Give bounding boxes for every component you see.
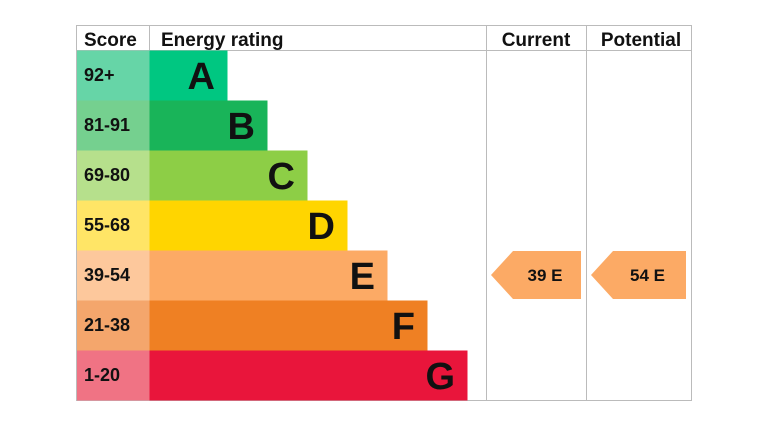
rating-bar bbox=[149, 350, 468, 401]
score-cell bbox=[77, 200, 150, 251]
rating-letter: D bbox=[308, 206, 335, 248]
score-cell bbox=[77, 50, 150, 101]
rating-bands: 92+ A 81-91 B 69-80 C 55-68 D 39-54 E 21-38 F 1-20 G bbox=[77, 50, 468, 401]
potential-rating: 54 E bbox=[591, 251, 686, 299]
score-label: 1-20 bbox=[84, 365, 120, 385]
band-e: 39-54 E bbox=[77, 250, 388, 301]
rating-bar bbox=[149, 50, 228, 101]
score-label: 92+ bbox=[84, 65, 115, 85]
potential-rating-arrow bbox=[591, 251, 686, 299]
score-cell bbox=[77, 300, 150, 351]
rating-letter: C bbox=[268, 156, 295, 198]
band-a: 92+ A bbox=[77, 50, 228, 101]
band-d: 55-68 D bbox=[77, 200, 348, 251]
band-f: 21-38 F bbox=[77, 300, 428, 351]
header-current: Current bbox=[502, 30, 571, 51]
band-b: 81-91 B bbox=[77, 100, 268, 151]
rating-letter: G bbox=[425, 356, 455, 398]
rating-letter: B bbox=[228, 106, 255, 148]
score-label: 39-54 bbox=[84, 265, 130, 285]
current-rating-label: 39 E bbox=[528, 266, 563, 285]
potential-rating-label: 54 E bbox=[630, 266, 665, 285]
current-rating: 39 E bbox=[491, 251, 581, 299]
rating-bar bbox=[149, 300, 428, 351]
score-label: 55-68 bbox=[84, 215, 130, 235]
rating-letter: A bbox=[188, 56, 215, 98]
header-score: Score bbox=[84, 30, 137, 51]
band-g: 1-20 G bbox=[77, 350, 468, 401]
current-rating-arrow bbox=[491, 251, 581, 299]
rating-bar bbox=[149, 100, 268, 151]
score-cell bbox=[77, 250, 150, 301]
score-cell bbox=[77, 100, 150, 151]
rating-markers: 39 E 54 E bbox=[491, 251, 686, 299]
rating-bar bbox=[149, 150, 308, 201]
rating-bar bbox=[149, 250, 388, 301]
score-cell bbox=[77, 150, 150, 201]
rating-letter: F bbox=[392, 306, 415, 348]
rating-bar bbox=[149, 200, 348, 251]
rating-letter: E bbox=[350, 256, 375, 298]
score-label: 21-38 bbox=[84, 315, 130, 335]
score-label: 69-80 bbox=[84, 165, 130, 185]
header-potential: Potential bbox=[601, 30, 681, 51]
header-energy-rating: Energy rating bbox=[161, 30, 283, 51]
score-label: 81-91 bbox=[84, 115, 130, 135]
score-cell bbox=[77, 350, 150, 401]
band-c: 69-80 C bbox=[77, 150, 308, 201]
